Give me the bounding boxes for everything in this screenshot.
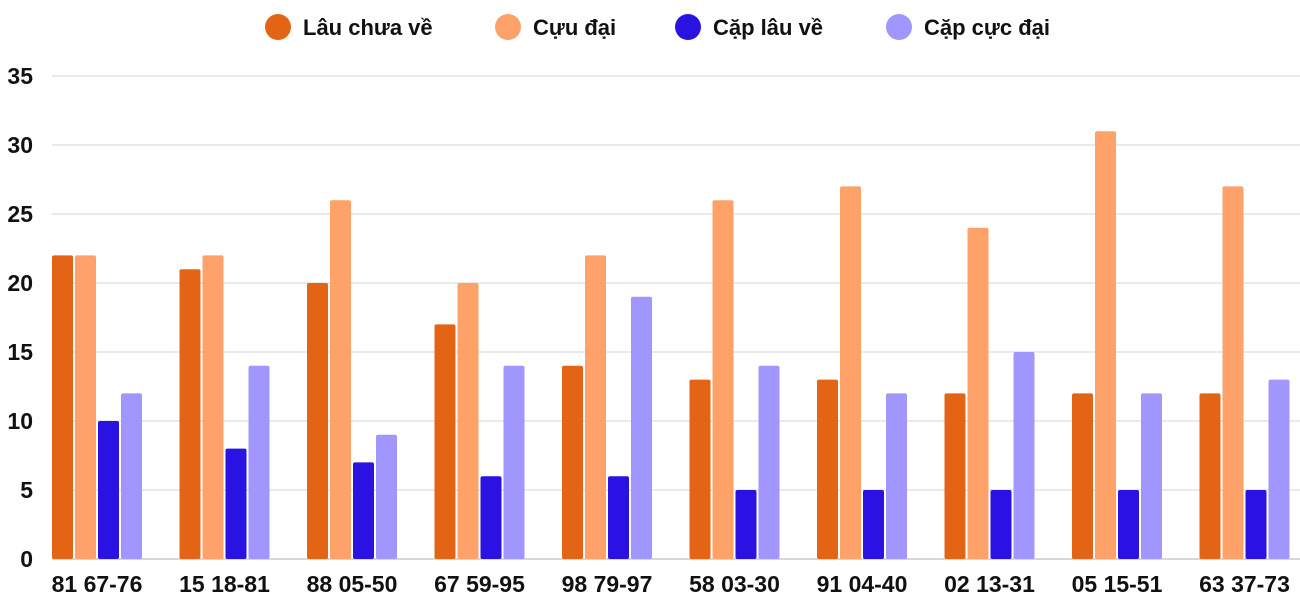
- legend-item[interactable]: Cặp lâu về: [675, 14, 823, 40]
- y-axis: 0 5 10 15 20 25 30 35: [7, 63, 33, 572]
- y-tick-label: 30: [7, 132, 33, 158]
- bar-2: [712, 200, 734, 559]
- legend-label: Cựu đại: [533, 15, 616, 40]
- bar-3: [863, 490, 884, 559]
- x-tick-label: 05 15-51: [1072, 571, 1163, 597]
- bar-4: [248, 365, 270, 559]
- y-tick-label: 20: [7, 270, 33, 296]
- bar-1: [307, 283, 328, 559]
- bar-4: [1013, 352, 1035, 559]
- x-tick-label: 63 37-73: [1199, 571, 1290, 597]
- bar-3: [1245, 490, 1267, 559]
- x-tick-label: 58 03-30: [689, 571, 780, 597]
- bar-1: [52, 255, 73, 559]
- bar-2: [1095, 131, 1116, 559]
- bar-4: [1268, 379, 1290, 559]
- legend-item[interactable]: Lâu chưa về: [265, 14, 433, 40]
- x-tick-label: 81 67-76: [52, 571, 143, 597]
- y-tick-label: 35: [7, 63, 33, 89]
- x-tick-label: 88 05-50: [307, 571, 398, 597]
- legend: Lâu chưa về Cựu đại Cặp lâu về Cặp cực đại: [265, 14, 1050, 40]
- x-tick-label: 15 18-81: [179, 571, 270, 597]
- bar-4: [758, 365, 780, 559]
- bar-3: [353, 462, 374, 559]
- bar-1: [434, 324, 456, 559]
- bar-1: [1072, 393, 1093, 559]
- bar-1: [689, 379, 711, 559]
- y-tick-label: 25: [7, 201, 33, 227]
- x-axis: 81 67-76 15 18-81 88 05-50 67 59-95 98 79-97…: [52, 571, 1290, 597]
- bar-3: [1118, 490, 1139, 559]
- y-tick-label: 15: [7, 339, 33, 365]
- bar-3: [608, 476, 629, 559]
- legend-item[interactable]: Cựu đại: [495, 14, 616, 40]
- x-tick-label: 67 59-95: [434, 571, 525, 597]
- bar-4: [631, 296, 652, 559]
- bar-2: [75, 255, 96, 559]
- bar-2: [585, 255, 606, 559]
- bar-2: [202, 255, 224, 559]
- legend-label: Cặp lâu về: [713, 15, 823, 40]
- bar-3: [735, 490, 757, 559]
- bar-2: [457, 283, 479, 559]
- legend-swatch-icon: [886, 14, 912, 40]
- bar-4: [503, 365, 525, 559]
- bar-2: [840, 186, 861, 559]
- y-tick-label: 5: [20, 477, 33, 503]
- bar-4: [1141, 393, 1162, 559]
- bars: [52, 131, 1290, 560]
- legend-item[interactable]: Cặp cực đại: [886, 14, 1050, 40]
- legend-swatch-icon: [675, 14, 701, 40]
- bar-4: [886, 393, 907, 559]
- bar-2: [330, 200, 351, 559]
- bar-4: [121, 393, 142, 559]
- bar-2: [1222, 186, 1244, 559]
- bar-3: [480, 476, 502, 559]
- y-tick-label: 10: [7, 408, 33, 434]
- bar-3: [990, 490, 1012, 559]
- legend-swatch-icon: [265, 14, 291, 40]
- bar-3: [98, 421, 119, 559]
- bar-1: [179, 269, 201, 559]
- legend-swatch-icon: [495, 14, 521, 40]
- x-tick-label: 91 04-40: [817, 571, 908, 597]
- bar-3: [225, 448, 247, 559]
- bar-1: [562, 365, 583, 559]
- bar-1: [1199, 393, 1221, 559]
- x-tick-label: 98 79-97: [562, 571, 653, 597]
- legend-label: Cặp cực đại: [924, 15, 1050, 40]
- bar-1: [817, 379, 838, 559]
- y-tick-label: 0: [20, 546, 33, 572]
- x-tick-label: 02 13-31: [944, 571, 1035, 597]
- legend-label: Lâu chưa về: [303, 15, 433, 40]
- bar-1: [944, 393, 966, 559]
- bar-4: [376, 434, 397, 559]
- bar-2: [967, 227, 989, 560]
